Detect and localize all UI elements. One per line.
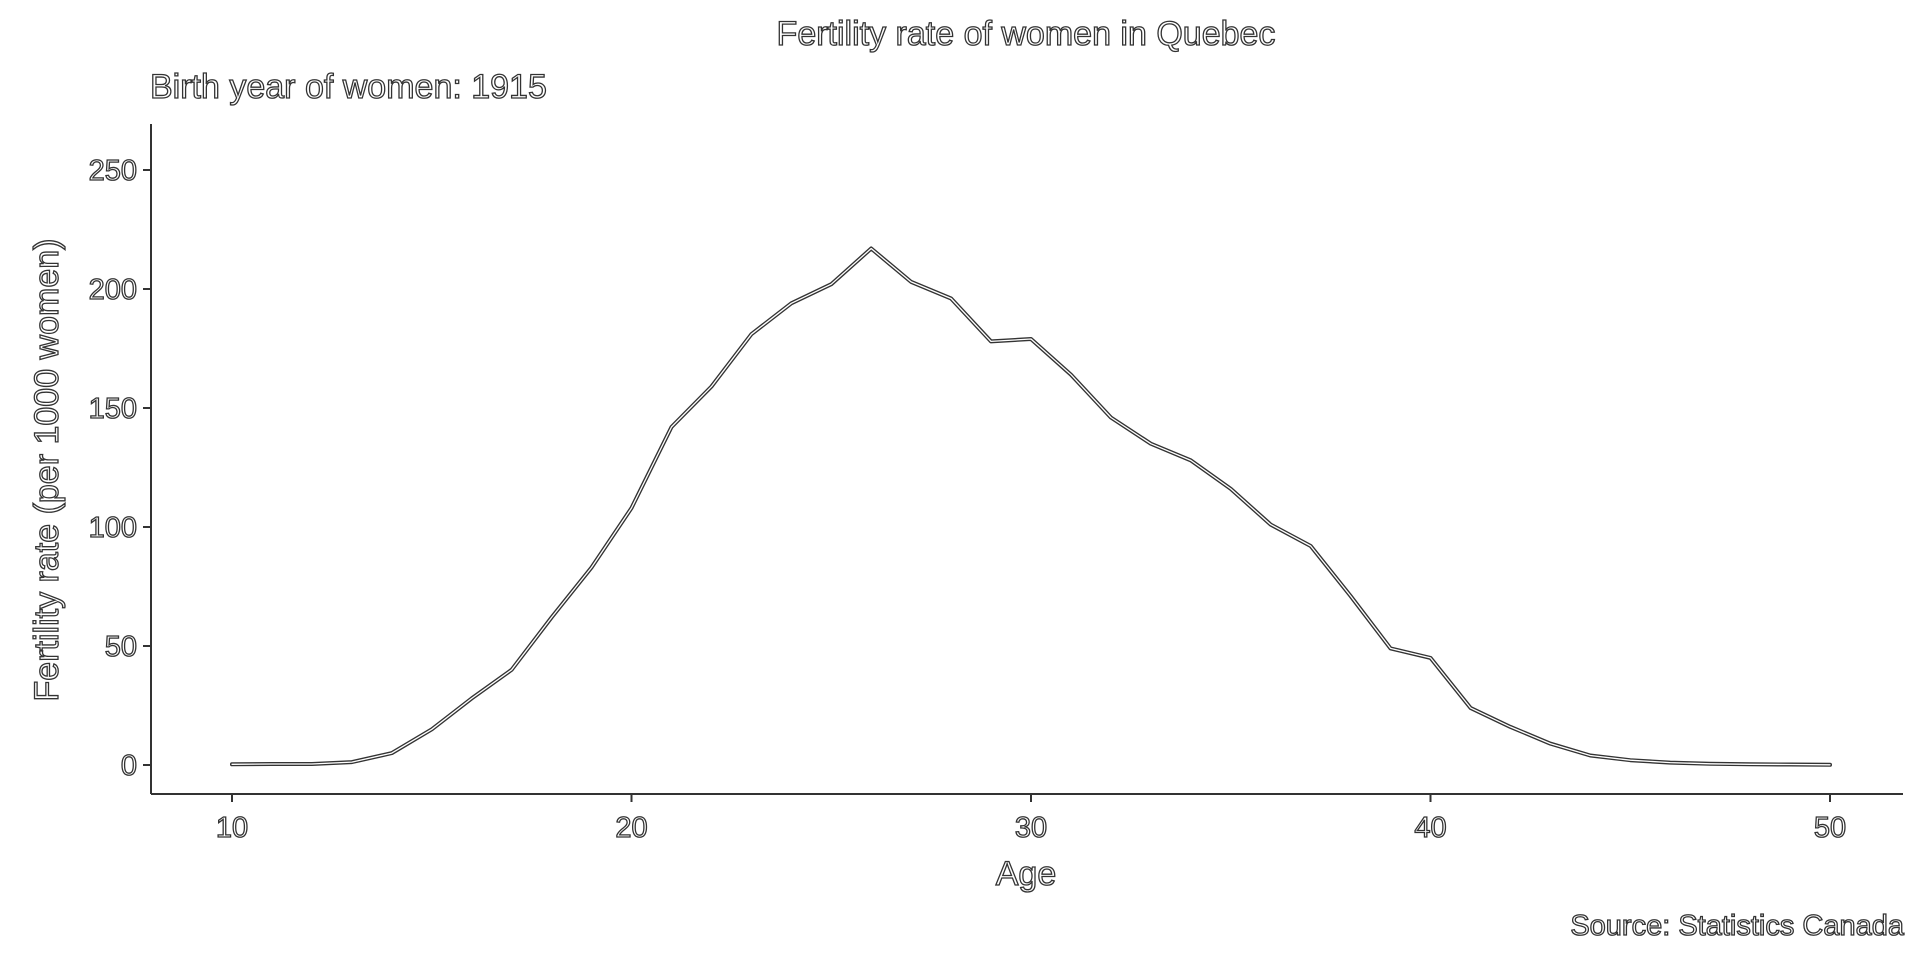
- series-line: [230, 246, 1832, 767]
- y-tick-label: 250: [89, 155, 137, 187]
- x-tick-label: 20: [615, 812, 647, 844]
- chart-title: Fertility rate of women in Quebec: [777, 15, 1276, 53]
- y-ticks: 0 50 100 150 200 250: [88, 154, 151, 783]
- x-tick-label: 40: [1414, 812, 1446, 844]
- axes: [150, 124, 1903, 795]
- x-tick-label: 50: [1814, 812, 1846, 844]
- series-line-inner: [231, 247, 1831, 766]
- x-ticks: 10 20 30 40 50: [215, 794, 1847, 845]
- y-tick-label: 50: [105, 631, 137, 663]
- y-axis-label: Fertility rate (per 1000 women): [28, 239, 66, 702]
- y-tick-label: 0: [121, 750, 137, 782]
- y-tick-label: 200: [89, 274, 137, 306]
- x-tick-label: 30: [1015, 812, 1047, 844]
- y-tick-label: 150: [89, 393, 137, 425]
- caption: Source: Statistics Canada: [1570, 910, 1905, 942]
- series-line-outer: [230, 246, 1832, 767]
- x-axis-label: Age: [996, 855, 1057, 893]
- chart-subtitle: Birth year of women: 1915: [150, 68, 547, 106]
- x-tick-label: 10: [216, 812, 248, 844]
- y-tick-label: 100: [89, 512, 137, 544]
